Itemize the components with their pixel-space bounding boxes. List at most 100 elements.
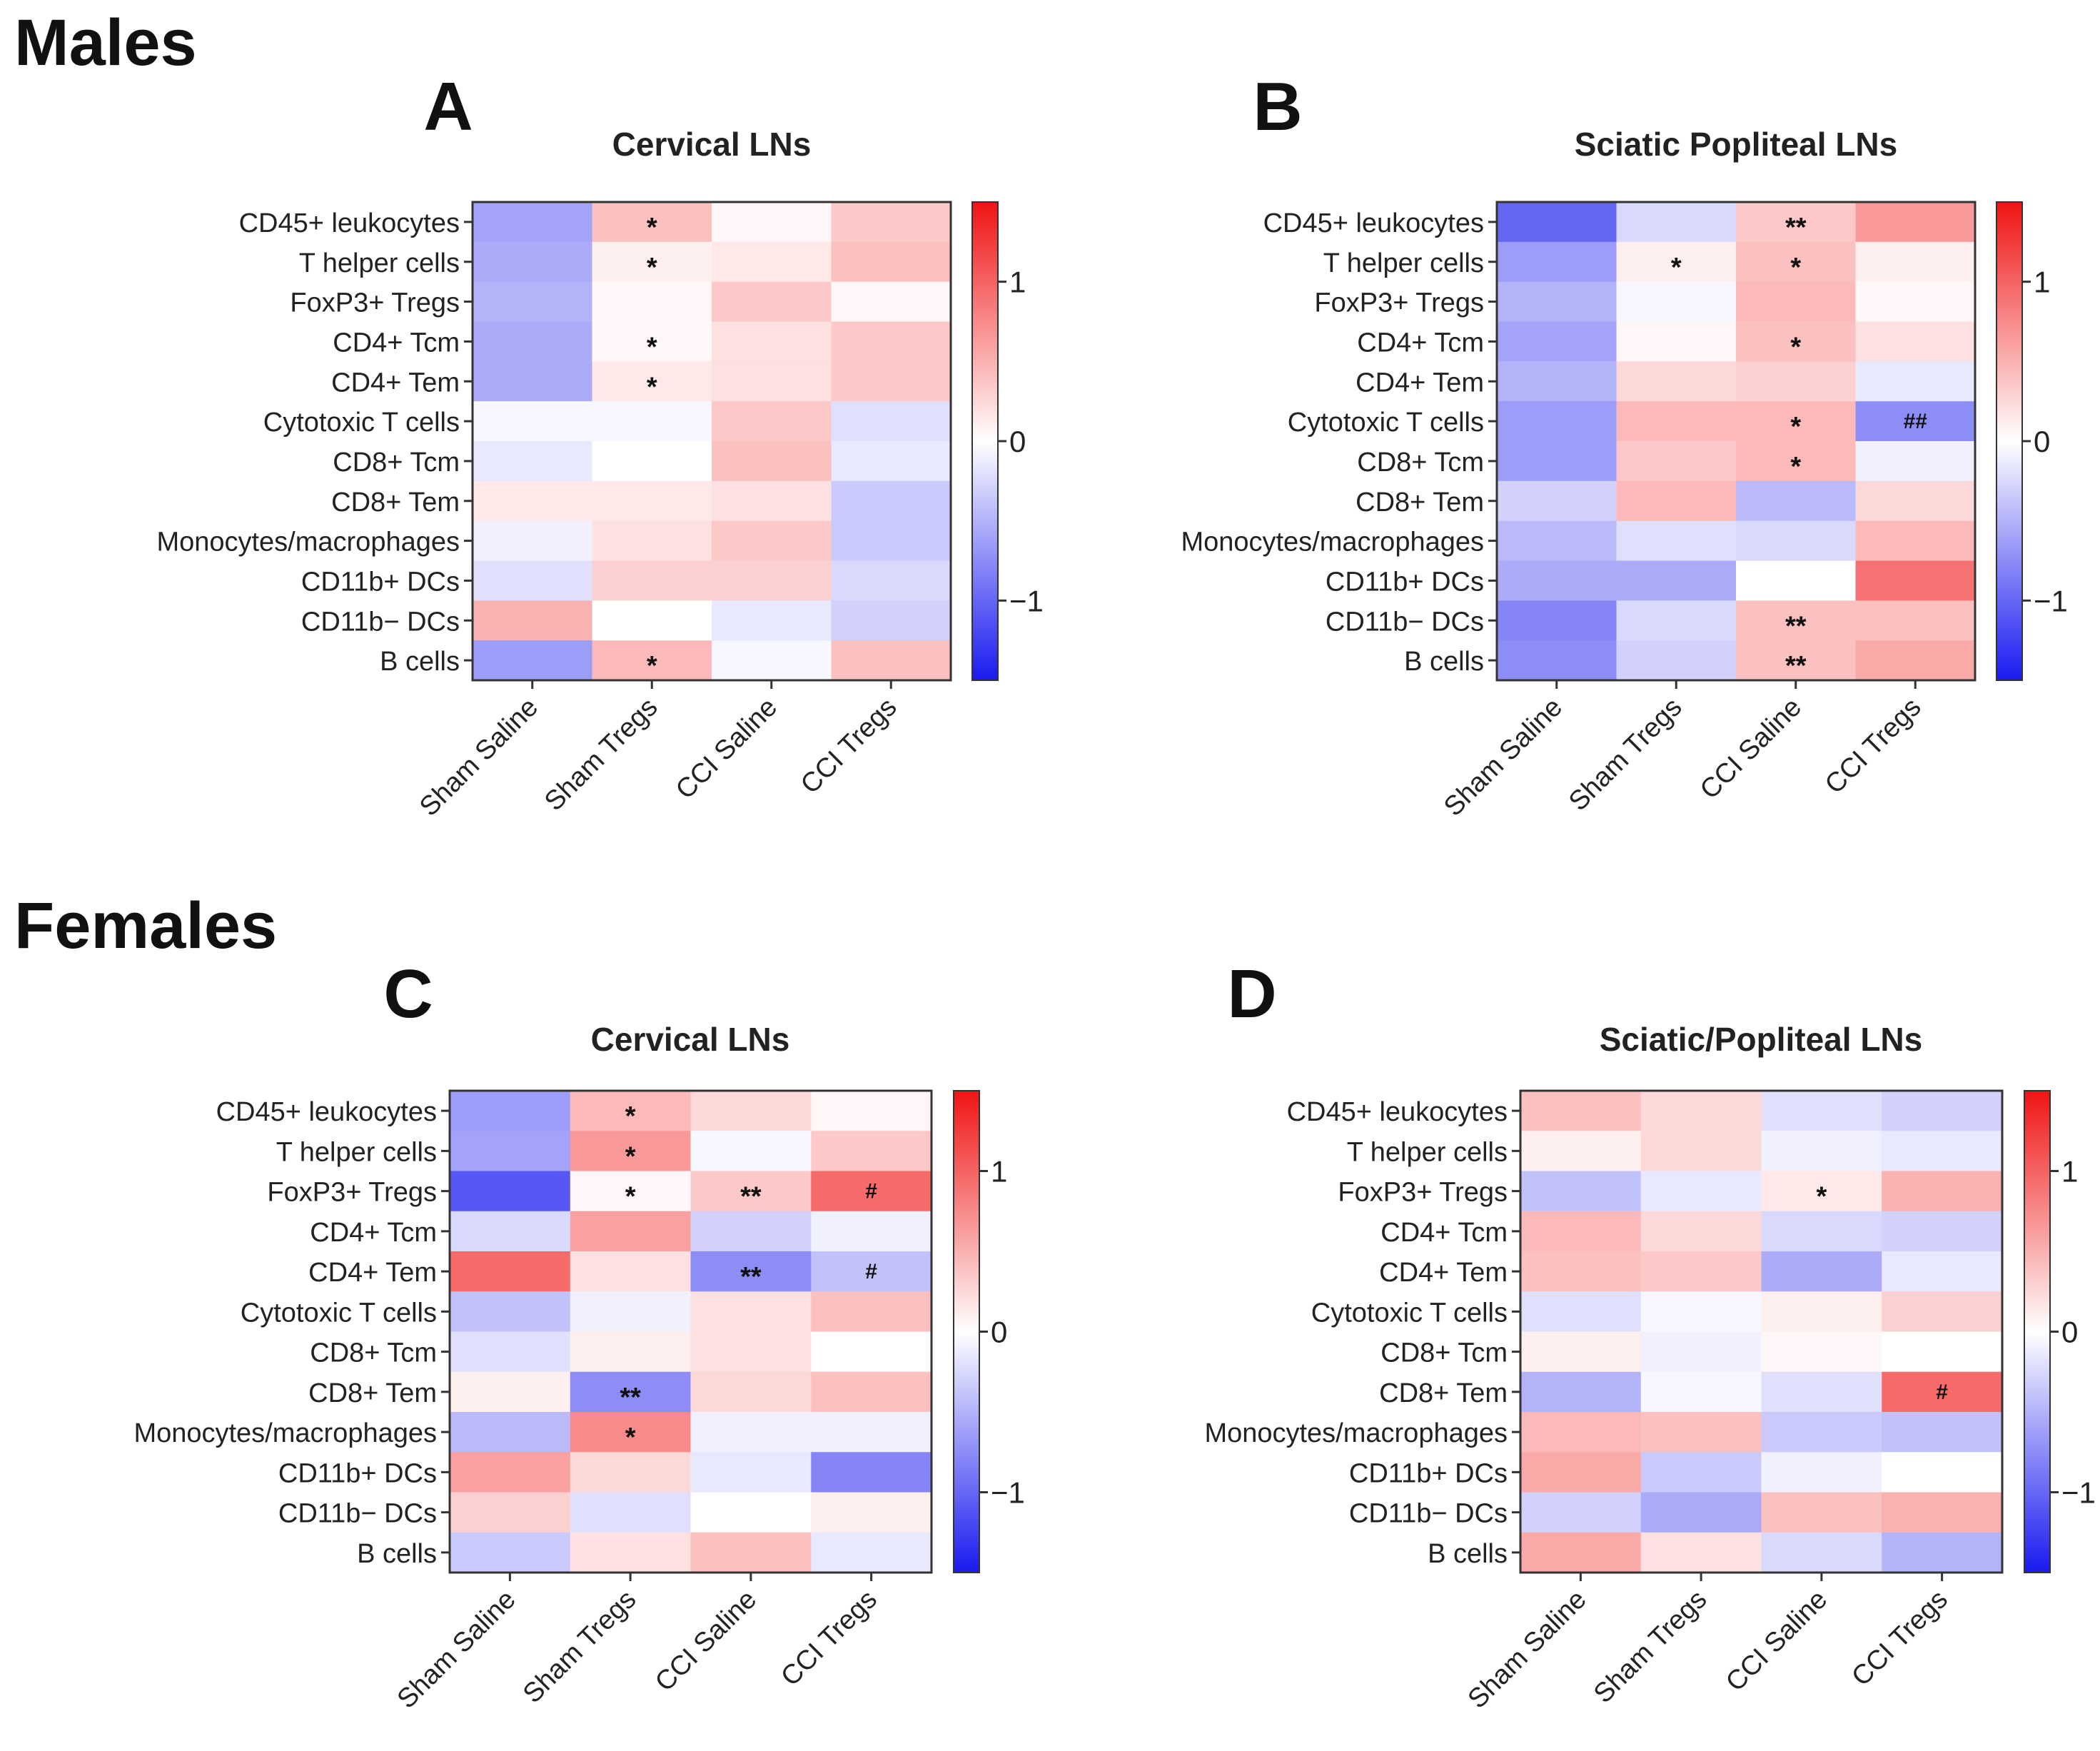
heatmap-cell (1616, 600, 1737, 641)
heatmap-cell (450, 1452, 571, 1493)
heatmap-cell (831, 321, 951, 362)
row-label: CD11b+ DCs (278, 1458, 437, 1488)
heatmap-cell (690, 1171, 812, 1212)
row-label: CD45+ leukocytes (239, 208, 460, 238)
row-label: T helper cells (1347, 1137, 1508, 1167)
heatmap-cell (1616, 441, 1737, 482)
column-label: CCI Saline (650, 1585, 762, 1697)
heatmap-cell (570, 1371, 692, 1413)
heatmap-cell (1761, 1371, 1882, 1413)
heatmap-cell (1855, 241, 1976, 283)
significance-marker: * (625, 1423, 636, 1453)
heatmap-cell (831, 281, 951, 323)
panel-letter: B (1253, 69, 1302, 145)
heatmap-panel-b: B Sciatic Popliteal LNs CD45+ leukocytes T … (1181, 69, 2067, 822)
females-heading: Females (14, 889, 278, 962)
row-label: CD4+ Tcm (1357, 328, 1484, 358)
heatmap-cell (1640, 1331, 1762, 1373)
significance-marker: * (1790, 412, 1801, 442)
heatmap-cell (592, 480, 712, 522)
heatmap-cell (831, 202, 951, 243)
heatmap-cell (1616, 401, 1737, 442)
heatmap-cell (1616, 281, 1737, 323)
heatmap-cell (712, 361, 832, 402)
heatmap-cell (712, 281, 832, 323)
heatmap-cell (690, 1331, 812, 1373)
heatmap-cell (690, 1291, 812, 1333)
row-label: CD8+ Tcm (1357, 448, 1484, 478)
heatmap-cell (811, 1091, 932, 1131)
heatmap-cell (473, 480, 593, 522)
heatmap-cell (1616, 640, 1737, 681)
heatmap-cell (592, 441, 712, 482)
heatmap-cell (1640, 1532, 1762, 1573)
heatmap-cell (831, 600, 951, 641)
significance-marker: ** (1785, 651, 1807, 681)
heatmap-cell (1497, 520, 1617, 562)
heatmap-cell (1761, 1131, 1882, 1172)
row-label: Cytotoxic T cells (263, 408, 460, 438)
row-label: FoxP3+ Tregs (267, 1178, 437, 1208)
heatmap-cell (1616, 560, 1737, 601)
heatmap-cell (831, 441, 951, 482)
row-label: CD4+ Tem (308, 1258, 437, 1288)
heatmap-cell (1855, 361, 1976, 402)
heatmap-cell (1520, 1452, 1642, 1493)
panel-title: Cervical LNs (591, 1021, 790, 1058)
row-label: CD11b+ DCs (301, 567, 460, 597)
heatmap-cell (1855, 520, 1976, 562)
row-label: FoxP3+ Tregs (290, 288, 460, 318)
heatmap-cell (1520, 1371, 1642, 1413)
heatmap-cell (1761, 1211, 1882, 1252)
heatmap-cell (1616, 202, 1737, 243)
heatmap-cell (1616, 520, 1737, 562)
row-label: CD8+ Tcm (310, 1338, 437, 1368)
colorbar-tick-label: −1 (1009, 584, 1044, 617)
panel-title: Sciatic Popliteal LNs (1575, 126, 1897, 163)
heatmap-cell (592, 520, 712, 562)
column-label: Sham Saline (414, 692, 544, 822)
heatmap-cell (1855, 640, 1976, 681)
colorbar (953, 1090, 980, 1573)
colorbar-tick-label: −1 (2061, 1476, 2096, 1510)
heatmap-cell (450, 1331, 571, 1373)
heatmap-cell (1736, 241, 1857, 283)
heatmap-cell (811, 1211, 932, 1252)
heatmap-cell (1882, 1251, 2003, 1292)
row-label: T helper cells (1323, 248, 1484, 278)
row-label: FoxP3+ Tregs (1314, 288, 1484, 318)
row-label: CD8+ Tem (1356, 488, 1484, 518)
heatmap-cell (450, 1211, 571, 1252)
column-label: Sham Tregs (518, 1585, 642, 1710)
heatmap-cell (1736, 361, 1857, 402)
heatmap-cell (1882, 1492, 2003, 1533)
heatmap-cell (570, 1331, 692, 1373)
row-label: CD11b− DCs (301, 607, 460, 637)
significance-marker: # (1936, 1381, 1948, 1404)
row-label: CD11b+ DCs (1326, 567, 1484, 597)
colorbar (971, 201, 999, 681)
heatmap-cell (1736, 281, 1857, 323)
heatmap-cell (831, 640, 951, 681)
heatmap-cell (450, 1291, 571, 1333)
heatmap-frame (1495, 201, 1977, 682)
significance-marker: ** (1785, 611, 1807, 641)
row-label: FoxP3+ Tregs (1338, 1178, 1508, 1208)
colorbar-tick-label: −1 (991, 1476, 1025, 1510)
heatmap-cell (831, 560, 951, 601)
heatmap-cell (570, 1412, 692, 1453)
heatmap-cell (450, 1532, 571, 1573)
heatmap-cell (1736, 480, 1857, 522)
heatmap-cell (1882, 1371, 2003, 1413)
heatmap-cell (1761, 1091, 1882, 1131)
row-label: Monocytes/macrophages (1181, 528, 1484, 557)
heatmap-cell (831, 520, 951, 562)
heatmap-cell (1640, 1131, 1762, 1172)
heatmap-cell (831, 361, 951, 402)
heatmap-cell (831, 401, 951, 442)
column-label: Sham Saline (1463, 1585, 1592, 1715)
significance-marker: # (865, 1180, 877, 1204)
panel-letter: C (383, 956, 433, 1032)
heatmap-cell (690, 1412, 812, 1453)
heatmap-cell (1497, 321, 1617, 362)
